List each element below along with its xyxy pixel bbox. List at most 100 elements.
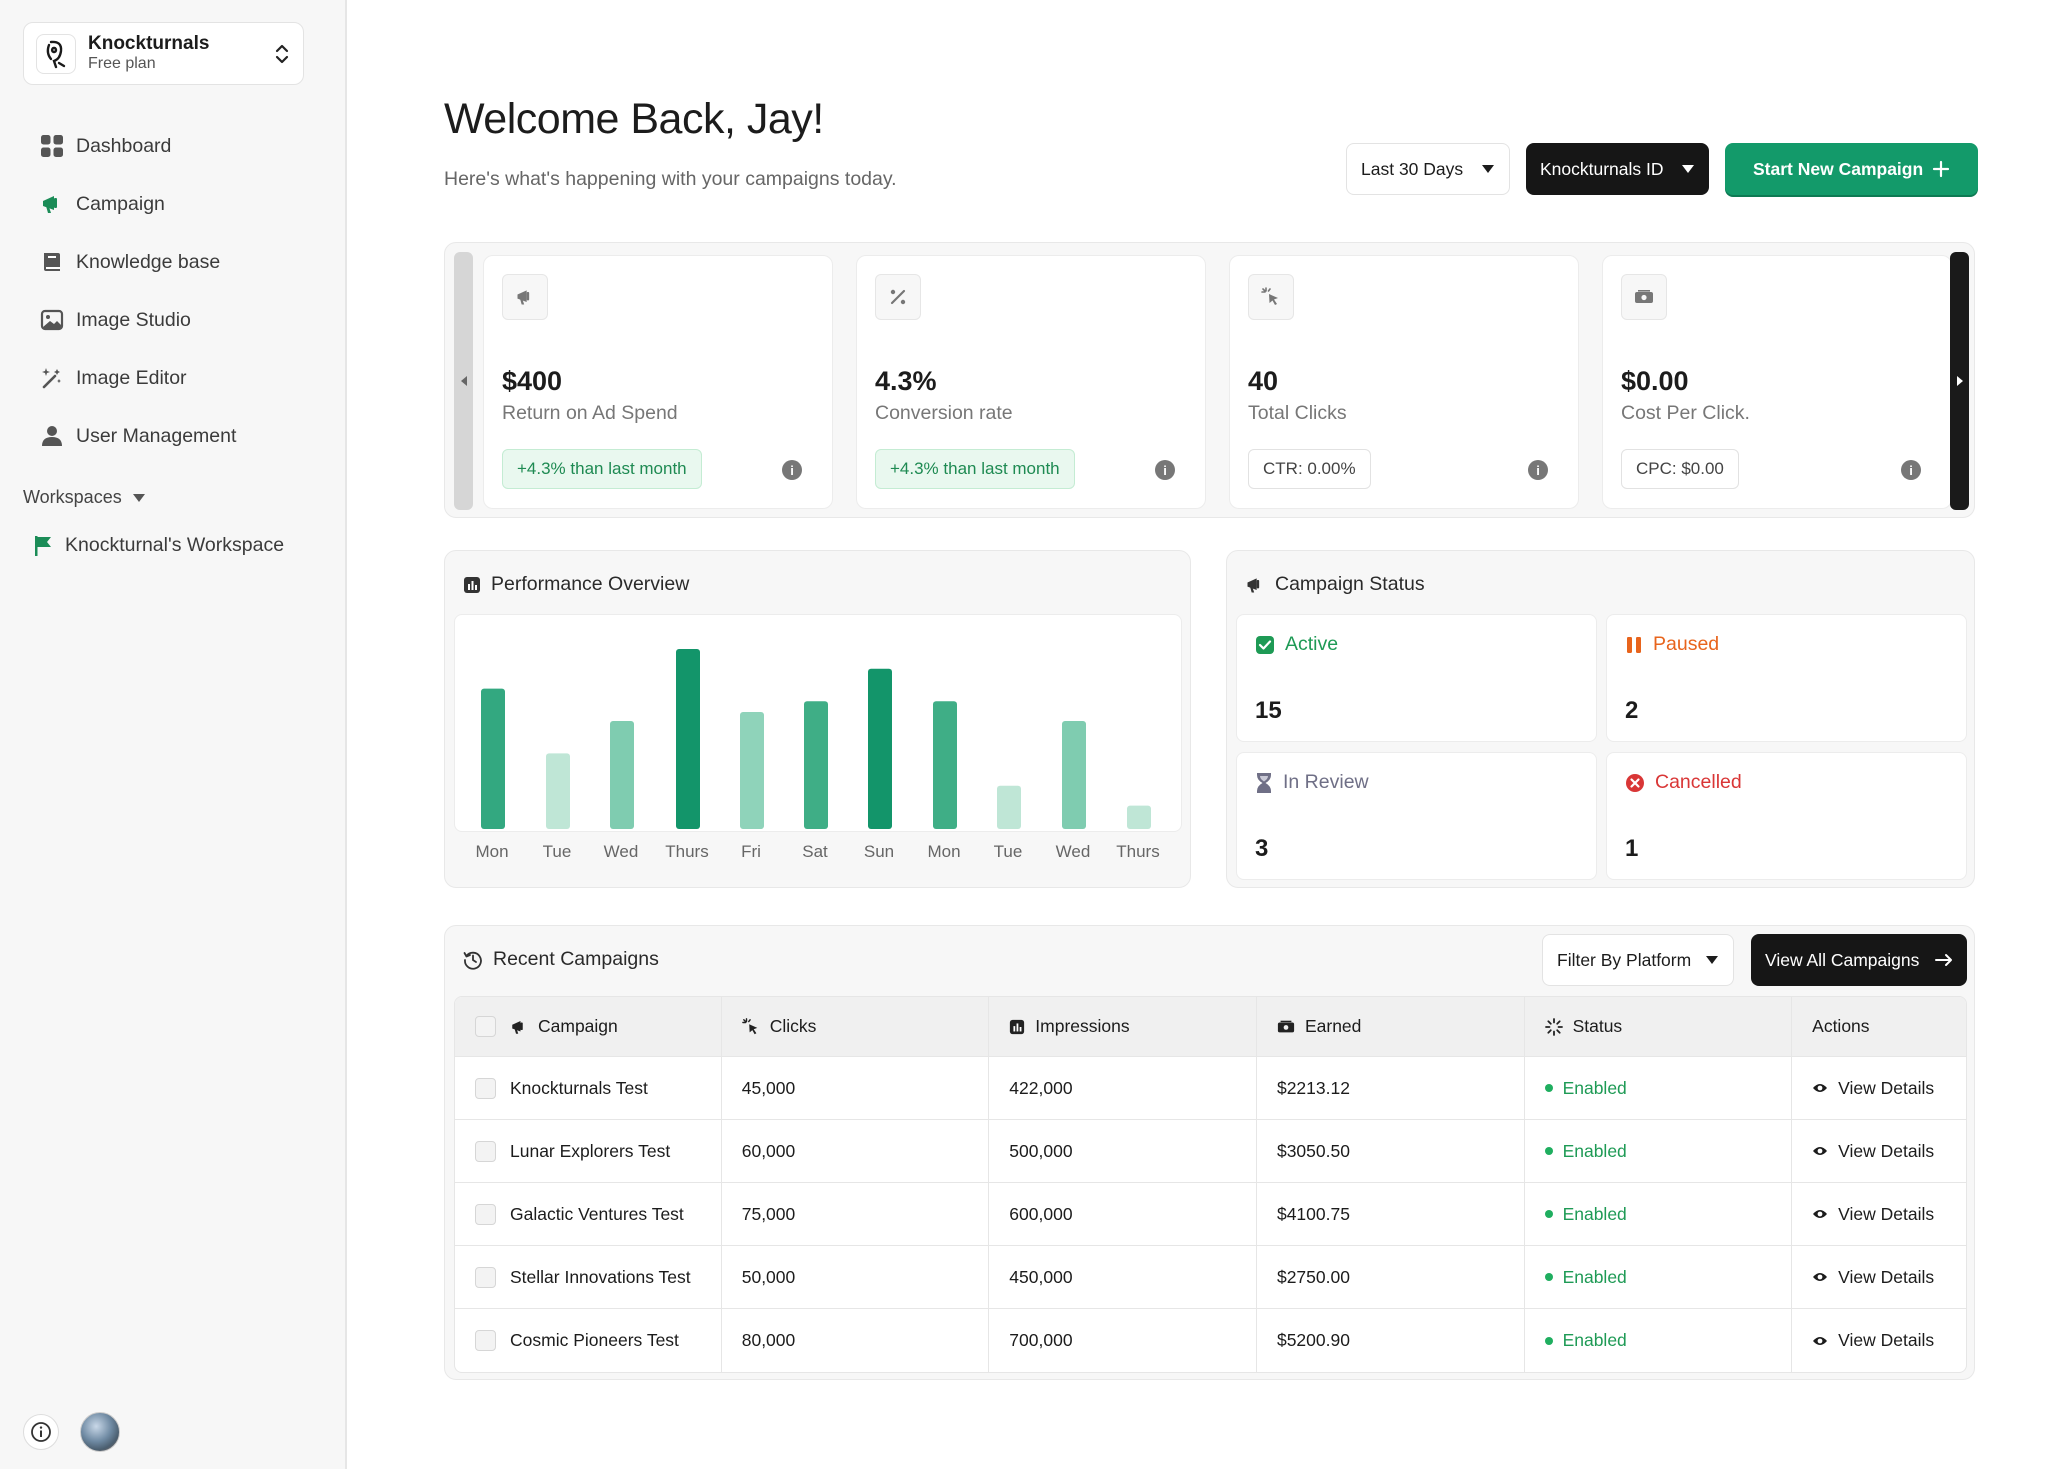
sidebar-item-image-studio[interactable]: Image Studio [23,291,323,349]
sidebar-item-knowledge-base[interactable]: Knowledge base [23,233,323,291]
info-icon[interactable]: i [782,460,802,480]
view-details-button[interactable]: View Details [1812,1204,1966,1225]
kpi-card: 40 Total Clicks CTR: 0.00% i [1229,255,1579,509]
column-header-campaign[interactable]: Campaign [455,997,722,1057]
workspaces-toggle[interactable]: Workspaces [23,487,146,508]
status-card-in-review[interactable]: In Review 3 [1236,752,1597,880]
x-tick-label: Sun [863,842,895,861]
campaign-name: Galactic Ventures Test [510,1203,684,1224]
chart-bar-0 [481,688,505,829]
kpi-badge: +4.3% than last month [875,449,1075,489]
chart-bar-4 [740,712,764,829]
chart-bar-1 [546,753,570,829]
performance-title: Performance Overview [491,573,690,595]
book-icon [40,250,64,274]
plus-icon [1932,160,1950,178]
row-checkbox[interactable] [475,1077,496,1099]
select-all-checkbox[interactable] [475,1016,496,1037]
x-tick-label: Sat [802,842,828,861]
campaign-name: Knockturnals Test [510,1077,648,1098]
x-tick-label: Thurs [1116,842,1160,861]
kpi-value: $0.00 [1621,366,1689,396]
row-checkbox[interactable] [475,1140,496,1162]
sidebar-item-user-management[interactable]: User Management [23,407,323,465]
workspace-label: Knockturnal's Workspace [65,534,285,556]
campaign-status-title: Campaign Status [1275,573,1425,595]
column-header-clicks[interactable]: Clicks [721,997,990,1057]
check-square-icon [1256,635,1274,654]
org-logo [36,33,76,74]
percent-icon [875,274,921,320]
sidebar-item-label: Knowledge base [76,250,221,273]
help-button[interactable] [23,1414,59,1450]
status-label: Active [1285,633,1339,655]
row-checkbox[interactable] [475,1266,496,1288]
chart-bar-2 [610,721,634,829]
column-label: Status [1572,1016,1623,1036]
megaphone-icon [40,192,64,216]
bar-chart-svg [481,649,1151,829]
column-label: Actions [1812,1016,1870,1036]
x-tick-label: Tue [542,842,572,861]
status-card-paused[interactable]: Paused 2 [1606,614,1967,742]
campaigns-table: Campaign Clicks Impressions Earned Statu… [454,996,1967,1373]
info-icon[interactable]: i [1901,460,1921,480]
date-range-dropdown[interactable]: Last 30 Days [1346,143,1510,195]
info-icon[interactable]: i [1528,460,1548,480]
cell-campaign: Lunar Explorers Test [455,1120,722,1183]
view-details-button[interactable]: View Details [1812,1267,1966,1288]
cell-actions: View Details [1792,1120,1966,1183]
kpi-label: Return on Ad Spend [502,402,678,424]
start-new-campaign-button[interactable]: Start New Campaign [1725,143,1978,195]
user-icon [40,424,64,448]
campaign-name: Stellar Innovations Test [510,1266,691,1287]
kpi-value: 40 [1248,366,1279,396]
sidebar-item-dashboard[interactable]: Dashboard [23,117,323,175]
row-checkbox[interactable] [475,1330,496,1351]
carousel-prev-button[interactable] [454,252,473,510]
table-row: Stellar Innovations Test 50,000 450,000 $27… [455,1246,1966,1309]
cell-impressions: 700,000 [989,1309,1257,1372]
view-details-label: View Details [1838,1077,1935,1098]
cell-impressions: 422,000 [989,1057,1257,1120]
view-details-button[interactable]: View Details [1812,1078,1966,1099]
carousel-next-button[interactable] [1950,252,1969,510]
grid-icon [40,134,64,158]
header-actions: Last 30 Days Knockturnals ID Start New C… [1346,143,1978,195]
cell-earned: $5200.90 [1257,1309,1525,1372]
column-header-impressions[interactable]: Impressions [989,997,1257,1057]
x-tick-label: Mon [475,842,509,861]
recent-campaigns-panel: Recent Campaigns Filter By Platform View… [444,925,1975,1380]
account-dropdown[interactable]: Knockturnals ID [1526,143,1709,195]
sidebar-item-campaign[interactable]: Campaign [23,175,323,233]
view-all-campaigns-button[interactable]: View All Campaigns [1751,934,1967,986]
kpi-badge: CTR: 0.00% [1248,449,1371,489]
chart-bar-9 [1062,721,1086,829]
x-tick-label: Thurs [665,842,709,861]
cell-status: Enabled [1525,1309,1793,1372]
status-card-cancelled[interactable]: Cancelled 1 [1606,752,1967,880]
sidebar-item-image-editor[interactable]: Image Editor [23,349,323,407]
avatar[interactable] [80,1412,120,1452]
column-header-status[interactable]: Status [1524,997,1793,1057]
workspace-item[interactable]: Knockturnal's Workspace [33,534,284,557]
performance-chart [454,614,1182,832]
status-dot-icon [1544,1210,1553,1218]
kpi-label: Cost Per Click. [1621,402,1750,424]
flag-icon [35,535,51,556]
info-icon[interactable]: i [1155,460,1175,480]
filter-by-platform-dropdown[interactable]: Filter By Platform [1542,934,1734,986]
table-row: Galactic Ventures Test 75,000 600,000 $4100… [455,1183,1966,1246]
row-checkbox[interactable] [475,1203,496,1225]
status-card-active[interactable]: Active 15 [1236,614,1597,742]
column-label: Campaign [538,1016,618,1036]
caret-down-icon [1706,956,1718,964]
view-details-button[interactable]: View Details [1812,1330,1966,1351]
column-header-earned[interactable]: Earned [1256,997,1525,1057]
cell-clicks: 60,000 [721,1120,990,1183]
status-dot-icon [1544,1273,1553,1281]
kpi-carousel: $400 Return on Ad Spend +4.3% than last … [444,242,1975,518]
table-row: Knockturnals Test 45,000 422,000 $2213.12 En… [455,1057,1966,1120]
view-details-button[interactable]: View Details [1812,1141,1966,1162]
org-switcher[interactable]: Knockturnals Free plan [23,22,304,85]
